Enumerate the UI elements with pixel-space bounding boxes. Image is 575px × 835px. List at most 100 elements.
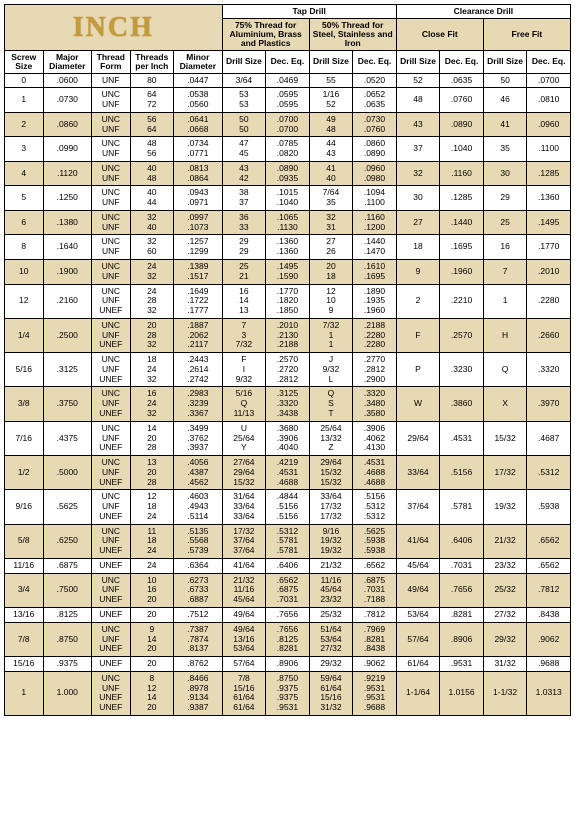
cell: 49/64: [222, 607, 266, 622]
cell: .5625 .5938 .5938: [353, 524, 397, 558]
cell: .1770 .1820 .1850: [266, 284, 310, 318]
cell: 32 31: [309, 210, 353, 235]
table-row: 6.1380UNC UNF32 40.0997 .107336 33.1065 …: [5, 210, 571, 235]
cell: 8: [5, 235, 44, 260]
cell: Q: [483, 353, 527, 387]
cell: 56 64: [130, 112, 174, 137]
cell: .4531: [440, 421, 484, 455]
cell: .1495: [527, 210, 571, 235]
cell: 12 10 9: [309, 284, 353, 318]
cell: .0860: [43, 112, 92, 137]
cell: .6562: [527, 524, 571, 558]
cell: .1610 .1695: [353, 260, 397, 285]
cell: 57/64: [396, 622, 440, 656]
cell: .1640: [43, 235, 92, 260]
cell: 11/16: [5, 558, 44, 573]
cell: 50: [483, 73, 527, 88]
cell: UNC UNF: [92, 235, 131, 260]
cell: 29/32: [483, 622, 527, 656]
cell: .5156 .5312 .5312: [353, 490, 397, 524]
cell: .1440: [440, 210, 484, 235]
table-row: 3/8.3750UNC UNF UNEF16 24 32.2983 .3239 …: [5, 387, 571, 421]
cell: 9: [396, 260, 440, 285]
cell: UNC UNF: [92, 161, 131, 186]
cell: 30: [483, 161, 527, 186]
cell: .9062: [353, 657, 397, 672]
cell: 2: [5, 112, 44, 137]
cell: 21/32: [309, 558, 353, 573]
cell: .0890: [440, 112, 484, 137]
cell: .4603 .4943 .5114: [174, 490, 223, 524]
cell: .9688: [527, 657, 571, 672]
cell: 10 16 20: [130, 573, 174, 607]
cell: .7387 .7874 .8137: [174, 622, 223, 656]
cell: 1: [483, 284, 527, 318]
cell: .3750: [43, 387, 92, 421]
cell: .3320: [527, 353, 571, 387]
cell: 5: [5, 186, 44, 211]
cell: UNEF: [92, 607, 131, 622]
cell: 27/32: [483, 607, 527, 622]
cell: .0760: [440, 88, 484, 113]
cell: 7/64 35: [309, 186, 353, 211]
cell: 27 26: [309, 235, 353, 260]
cell: .3906 .4062 .4130: [353, 421, 397, 455]
cell: .2660: [527, 318, 571, 352]
cell: 31/32: [483, 657, 527, 672]
cell: .2500: [43, 318, 92, 352]
cell: .6875 .7031 .7188: [353, 573, 397, 607]
cell: P: [396, 353, 440, 387]
cell: .0700 .0700: [266, 112, 310, 137]
cell: 7/8 15/16 61/64 61/64: [222, 671, 266, 715]
cell: F I 9/32: [222, 353, 266, 387]
cell: 38 37: [222, 186, 266, 211]
cell: UNC UNF: [92, 137, 131, 162]
cell: .1257 .1299: [174, 235, 223, 260]
cell: .5156: [440, 456, 484, 490]
cell: 35: [483, 137, 527, 162]
cell: 49 48: [309, 112, 353, 137]
cell: .4687: [527, 421, 571, 455]
cell: .8750 .9375 .9375 .9531: [266, 671, 310, 715]
cell: 17/32: [483, 456, 527, 490]
cell: UNC UNF UNEF: [92, 573, 131, 607]
cell: .1380: [43, 210, 92, 235]
hdr-tap-drill: Tap Drill: [222, 5, 396, 19]
cell: .6406: [440, 524, 484, 558]
cell: 33/64: [396, 456, 440, 490]
cell: W: [396, 387, 440, 421]
cell: .1649 .1722 .1777: [174, 284, 223, 318]
cell: 5/16 Q 11/13: [222, 387, 266, 421]
cell: .1285: [440, 186, 484, 211]
cell: 23/32: [483, 558, 527, 573]
cell: .1360: [527, 186, 571, 211]
cell: UNC UNF UNEF: [92, 421, 131, 455]
cell: 21/32: [483, 524, 527, 558]
table-row: 0.0600UNF80.04473/64.046955.052052.06355…: [5, 73, 571, 88]
cell: 29: [483, 186, 527, 211]
cell: .1120: [43, 161, 92, 186]
cell: .0469: [266, 73, 310, 88]
cell: .1040: [440, 137, 484, 162]
cell: 52: [396, 73, 440, 88]
cell: 1.000: [43, 671, 92, 715]
cell: UNEF: [92, 657, 131, 672]
cell: 47 45: [222, 137, 266, 162]
cell: .5312: [527, 456, 571, 490]
cell: .6364: [174, 558, 223, 573]
table-row: 5/8.6250UNC UNF UNEF11 18 24.5135 .5568 …: [5, 524, 571, 558]
cell: 11/16 45/64 23/32: [309, 573, 353, 607]
cell: .3499 .3762 .3937: [174, 421, 223, 455]
cell: UNEF: [92, 558, 131, 573]
cell: 15/16: [5, 657, 44, 672]
cell: 50 50: [222, 112, 266, 137]
cell: 32 40: [130, 210, 174, 235]
cell: 12: [5, 284, 44, 318]
cell: .6562 .6875 .7031: [266, 573, 310, 607]
col-12: Dec. Eq.: [527, 50, 571, 73]
cell: 27/64 29/64 15/32: [222, 456, 266, 490]
table-row: 7/16.4375UNC UNF UNEF14 20 28.3499 .3762…: [5, 421, 571, 455]
cell: 20: [130, 657, 174, 672]
cell: 61/64: [396, 657, 440, 672]
cell: UNC UNF UNEF: [92, 456, 131, 490]
